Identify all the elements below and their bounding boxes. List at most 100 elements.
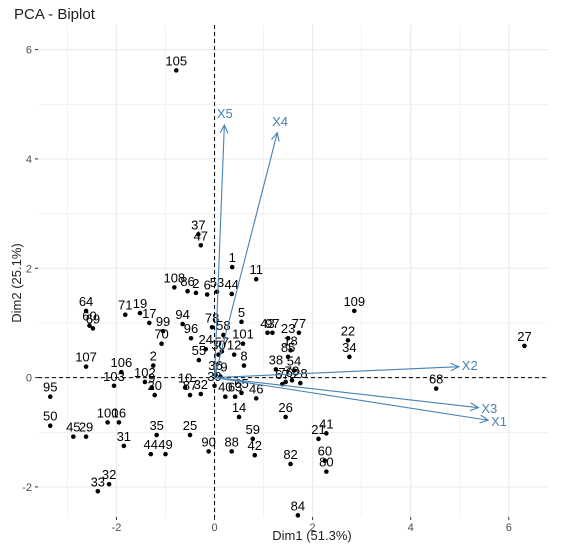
point-label: 11 [249, 262, 263, 277]
point-label: 25 [183, 418, 197, 433]
data-point [239, 319, 244, 325]
data-point [148, 451, 154, 457]
y-tick-label: 4 [26, 154, 32, 166]
point-label: 76 [278, 365, 292, 380]
data-point [250, 436, 256, 442]
point-label: 23 [281, 321, 295, 336]
point-label: 27 [517, 329, 531, 344]
data-point [229, 291, 235, 297]
point-label: 108 [163, 270, 185, 285]
data-point [209, 325, 215, 330]
point-label: 102 [134, 365, 156, 380]
point-label: 16 [112, 405, 126, 420]
data-point [159, 341, 164, 347]
point-label: 41 [319, 416, 333, 431]
point-label: 2 [150, 349, 157, 364]
point-label: 18 [283, 333, 297, 348]
point-label: 95 [43, 380, 57, 395]
data-point [283, 379, 288, 385]
data-point [298, 380, 303, 386]
point-label: 101 [232, 327, 254, 342]
x-tick-label: 4 [408, 522, 414, 534]
x-tick-label: 0 [211, 522, 217, 534]
data-point [121, 443, 127, 449]
data-point [322, 458, 328, 463]
arrow-head-x5 [219, 123, 229, 134]
x-axis-title: Dim1 (51.3%) [272, 528, 351, 543]
point-label: 82 [283, 447, 297, 462]
data-point [324, 469, 329, 474]
data-point [185, 288, 190, 294]
points-layer [47, 68, 527, 518]
data-point [119, 369, 124, 375]
y-tick-label: 6 [26, 45, 32, 57]
data-point [231, 352, 237, 357]
point-label: 9 [148, 370, 155, 385]
point-label: 33 [91, 474, 105, 489]
variable-label-x5: X5 [217, 106, 233, 121]
data-point [239, 390, 244, 396]
data-point [240, 341, 246, 347]
point-label: 42 [248, 438, 262, 453]
data-point [196, 232, 201, 237]
data-point [182, 385, 188, 390]
point-label: 54 [287, 353, 301, 368]
data-point [289, 378, 295, 383]
point-label: 32 [194, 377, 208, 392]
data-point [163, 451, 168, 457]
point-label: 6 [204, 278, 211, 293]
variable-arrow-x1 [214, 377, 489, 421]
data-point [83, 364, 89, 369]
data-point [196, 357, 202, 363]
point-label: 78 [205, 310, 219, 325]
data-point [149, 385, 155, 390]
data-point [111, 383, 117, 389]
data-point [106, 481, 112, 487]
data-point [83, 308, 89, 314]
variable-arrow-x2 [214, 366, 459, 379]
point-label: 105 [165, 53, 187, 68]
point-label: 34 [342, 340, 356, 355]
point-label: 103 [103, 369, 125, 384]
data-point [433, 386, 439, 391]
chart-title: PCA - Biplot [14, 6, 96, 23]
x-tick-label: -2 [112, 522, 122, 534]
arrow-head-x1 [479, 414, 490, 424]
y-axis-ticks: -2 0 2 4 6 [22, 45, 38, 494]
point-label: 43 [260, 316, 274, 331]
data-point [285, 354, 291, 360]
data-point [47, 423, 53, 429]
point-label: 5 [238, 305, 245, 320]
data-point [180, 321, 185, 327]
point-label: 80 [319, 455, 333, 470]
point-label: 90 [201, 434, 215, 449]
point-label: 109 [343, 294, 365, 309]
point-label: 35 [149, 418, 163, 433]
data-point [116, 420, 122, 425]
point-label: 22 [341, 323, 355, 338]
data-point [316, 436, 321, 442]
data-point [347, 354, 352, 360]
point-label: 77 [292, 316, 306, 331]
point-label: 64 [79, 294, 93, 309]
data-point [137, 310, 143, 316]
data-point [147, 320, 152, 326]
arrow-head-x4 [271, 131, 280, 142]
data-point [204, 292, 210, 297]
point-label: 88 [224, 434, 238, 449]
point-label: 32 [102, 467, 116, 482]
data-point [83, 434, 89, 439]
point-label: 99 [156, 314, 170, 329]
data-point [285, 335, 291, 341]
x-tick-label: 6 [506, 522, 512, 534]
data-point [273, 367, 279, 372]
data-point [71, 434, 76, 439]
point-label: 53 [210, 275, 224, 290]
data-point [187, 432, 193, 438]
data-point [87, 323, 92, 328]
data-point [522, 343, 527, 349]
point-label: 14 [232, 400, 246, 415]
data-point [95, 489, 101, 494]
